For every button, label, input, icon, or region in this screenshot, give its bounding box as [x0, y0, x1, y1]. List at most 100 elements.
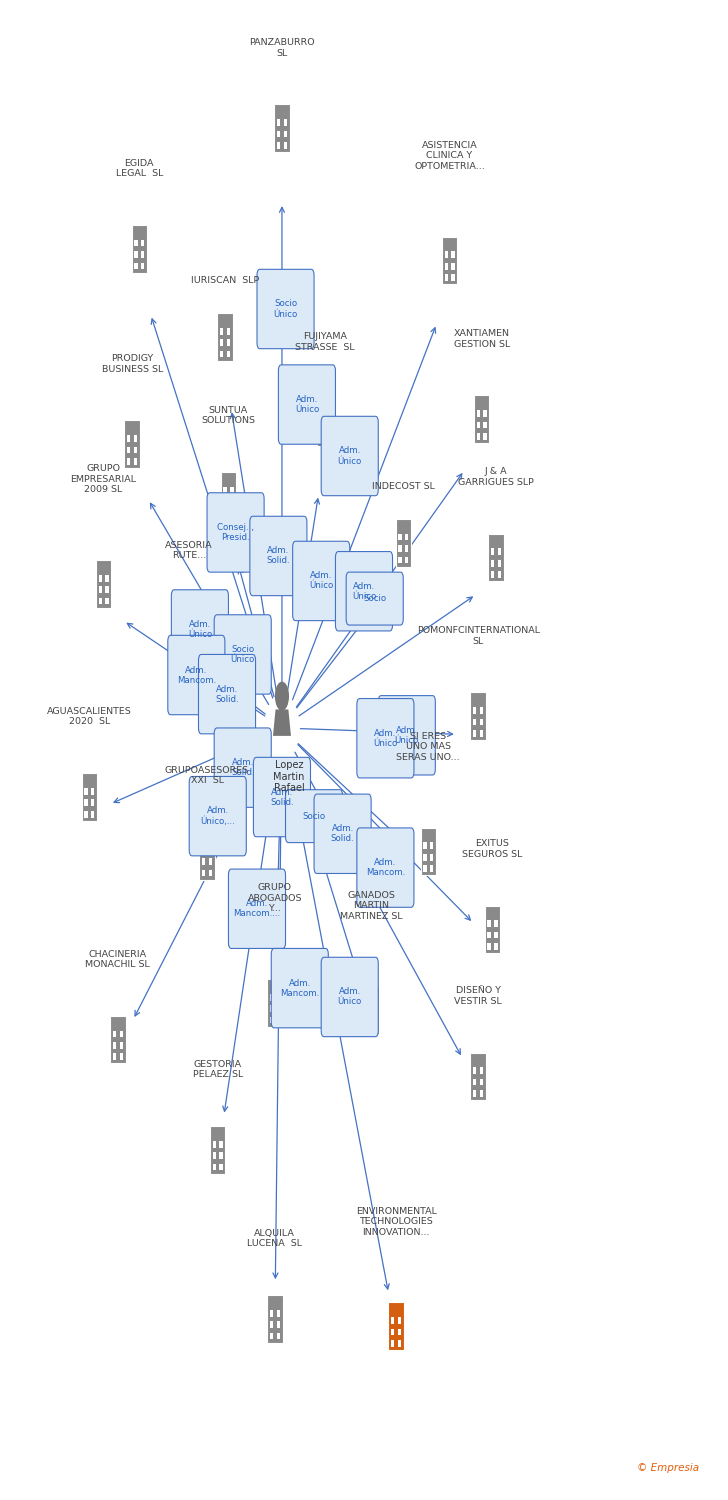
Bar: [84, 812, 87, 818]
FancyBboxPatch shape: [207, 492, 264, 572]
Bar: [423, 865, 427, 871]
Text: GRUPO
ABOGADOS
Y...: GRUPO ABOGADOS Y...: [248, 884, 302, 914]
Bar: [445, 262, 448, 270]
Bar: [119, 1030, 123, 1038]
Bar: [220, 328, 223, 334]
Bar: [451, 274, 455, 280]
Text: CHACINERIA
MONACHIL SL: CHACINERIA MONACHIL SL: [85, 950, 150, 969]
Bar: [209, 858, 212, 865]
Bar: [470, 693, 486, 740]
Bar: [217, 314, 232, 362]
Bar: [451, 262, 455, 270]
Bar: [494, 932, 497, 939]
Text: EGIDA
LEGAL  SL: EGIDA LEGAL SL: [116, 159, 163, 178]
Bar: [274, 105, 290, 152]
Bar: [202, 870, 205, 876]
Bar: [483, 422, 487, 429]
Text: AGUASCALIENTES
2020  SL: AGUASCALIENTES 2020 SL: [47, 706, 132, 726]
Bar: [373, 1024, 376, 1030]
Bar: [226, 351, 230, 357]
FancyBboxPatch shape: [250, 516, 307, 596]
Bar: [494, 944, 497, 950]
Bar: [277, 994, 280, 1000]
Text: GANADOS
MARTIN
MARTINEZ SL: GANADOS MARTIN MARTINEZ SL: [340, 891, 403, 921]
FancyBboxPatch shape: [272, 948, 328, 1028]
Bar: [366, 1024, 369, 1030]
Bar: [373, 1000, 376, 1008]
Text: ENVIRONMENTAL
TECHNOLOGIES
INNOVATION...: ENVIRONMENTAL TECHNOLOGIES INNOVATION...: [356, 1208, 437, 1236]
Bar: [430, 853, 433, 861]
Bar: [91, 788, 95, 795]
FancyBboxPatch shape: [278, 364, 336, 444]
Bar: [134, 240, 138, 246]
Text: Adm.
Solid.: Adm. Solid.: [215, 684, 239, 703]
Bar: [277, 1322, 280, 1328]
Bar: [113, 1042, 116, 1048]
Bar: [477, 433, 480, 439]
Bar: [226, 339, 230, 346]
Bar: [221, 472, 236, 519]
Text: ASESORIA
RUTE...: ASESORIA RUTE...: [165, 542, 213, 561]
Text: GRUPO
EMPRESARIAL
2009 SL: GRUPO EMPRESARIAL 2009 SL: [71, 465, 137, 494]
Bar: [480, 1090, 483, 1096]
Text: Adm.
Único: Adm. Único: [352, 582, 376, 602]
Text: Adm.
Único: Adm. Único: [395, 726, 419, 746]
Bar: [141, 251, 144, 258]
Bar: [480, 1078, 483, 1086]
Bar: [98, 598, 102, 604]
Bar: [485, 906, 500, 952]
Bar: [473, 706, 476, 714]
Bar: [270, 1310, 273, 1317]
Text: Adm.
Solid.: Adm. Solid.: [331, 825, 355, 843]
Bar: [487, 932, 491, 939]
Bar: [277, 118, 280, 126]
Bar: [391, 1329, 395, 1335]
Bar: [210, 1126, 226, 1173]
Bar: [445, 252, 448, 258]
Bar: [213, 1142, 216, 1148]
Text: IURISCAN  SLP: IURISCAN SLP: [191, 276, 259, 285]
Text: GESTORIA
PELAEZ SL: GESTORIA PELAEZ SL: [193, 1060, 243, 1080]
Bar: [477, 422, 480, 429]
Bar: [488, 534, 504, 582]
Bar: [277, 1334, 280, 1340]
FancyBboxPatch shape: [171, 590, 229, 669]
Bar: [84, 788, 87, 795]
Bar: [395, 519, 411, 567]
Polygon shape: [273, 710, 291, 736]
Bar: [96, 560, 111, 608]
Bar: [366, 1013, 369, 1020]
Bar: [277, 1310, 280, 1317]
Bar: [320, 424, 323, 432]
Text: ALQUILA
LUCENA  SL: ALQUILA LUCENA SL: [248, 1228, 302, 1248]
FancyBboxPatch shape: [379, 696, 435, 776]
Text: PANZABURRO
SL: PANZABURRO SL: [249, 38, 314, 57]
Text: XANTIAMEN
GESTION SL: XANTIAMEN GESTION SL: [454, 330, 510, 348]
Bar: [84, 800, 87, 806]
Text: Socio
Único: Socio Único: [231, 645, 255, 664]
Bar: [134, 447, 137, 453]
FancyBboxPatch shape: [321, 417, 379, 495]
FancyBboxPatch shape: [347, 572, 403, 626]
Bar: [277, 142, 280, 148]
Bar: [191, 633, 194, 640]
Bar: [473, 1090, 476, 1096]
Text: Adm.
Mancom.: Adm. Mancom.: [280, 978, 320, 998]
Bar: [82, 774, 97, 820]
Bar: [473, 1068, 476, 1074]
Bar: [326, 424, 330, 432]
Bar: [397, 1317, 401, 1324]
Bar: [473, 730, 476, 736]
Bar: [202, 858, 205, 865]
Bar: [487, 944, 491, 950]
Bar: [106, 586, 108, 592]
Bar: [209, 847, 212, 853]
Bar: [498, 549, 501, 555]
Bar: [398, 534, 402, 540]
Bar: [223, 510, 226, 516]
Bar: [491, 560, 494, 567]
Bar: [470, 1053, 486, 1100]
FancyBboxPatch shape: [214, 728, 272, 807]
Bar: [405, 556, 408, 564]
Bar: [326, 436, 330, 442]
